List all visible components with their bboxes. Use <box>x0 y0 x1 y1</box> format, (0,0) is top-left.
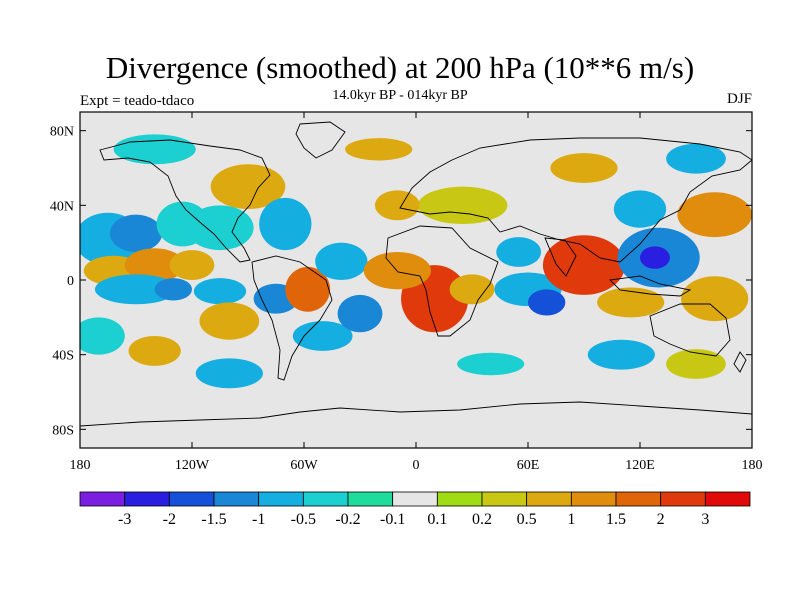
lon-tick-label: 180 <box>742 458 763 473</box>
coastline-antarctica <box>80 401 752 427</box>
lon-tick-label: 120E <box>625 458 655 473</box>
lat-tick-label: 80S <box>52 423 74 438</box>
colorbar-label: 1.5 <box>606 511 626 528</box>
colorbar-label: 0.5 <box>517 511 537 528</box>
colorbar-swatch <box>704 491 751 507</box>
divergence-cell <box>259 197 312 251</box>
coastline-south-america <box>251 255 333 381</box>
colorbar-label: 1 <box>567 511 575 528</box>
colorbar-swatch <box>79 491 126 507</box>
lat-tick-label: 40S <box>52 349 74 364</box>
colorbar-swatch <box>258 491 304 507</box>
divergence-cell <box>169 250 215 280</box>
divergence-cell <box>677 192 752 238</box>
divergence-cell <box>285 266 331 312</box>
divergence-cell <box>124 248 185 282</box>
lat-tick-label: 0 <box>67 274 74 289</box>
divergence-field <box>80 134 752 389</box>
coastline-africa <box>385 225 499 337</box>
lat-tick-label: 40N <box>50 199 74 214</box>
colorbar-label: -0.2 <box>335 511 360 528</box>
colorbar-label: -0.1 <box>380 511 405 528</box>
divergence-cell <box>292 321 353 351</box>
colorbar-swatch <box>302 491 349 507</box>
coastline-greenland <box>295 121 346 159</box>
colorbar-swatch <box>660 491 706 507</box>
divergence-cell <box>613 190 667 228</box>
divergence-cell <box>417 186 508 224</box>
lon-tick-label: 60W <box>290 458 318 473</box>
map-title: Divergence (smoothed) at 200 hPa (10**6 … <box>105 50 695 85</box>
divergence-cell <box>199 302 260 340</box>
lon-tick-label: 180 <box>70 458 91 473</box>
divergence-cell <box>449 274 495 305</box>
divergence-cell <box>337 294 383 333</box>
colorbar-swatch <box>347 491 394 507</box>
colorbar: -3 -2 -1.5 -1 -0.5 -0.2 -0.1 0.1 0.2 0.5 1 1.5 2 3 <box>79 491 751 528</box>
coastline-india <box>544 237 577 277</box>
divergence-cell <box>94 274 178 305</box>
map-axes: 80N 40N 0 40S 80S 180 120W 60W 0 60E 120E 180 <box>50 112 763 473</box>
coastlines <box>80 121 752 427</box>
divergence-cell <box>345 138 413 161</box>
divergence-cell <box>542 235 626 295</box>
colorbar-label: -0.5 <box>291 511 316 528</box>
colorbar-label: -1.5 <box>201 511 226 528</box>
season-label: DJF <box>726 91 752 107</box>
colorbar-swatch <box>436 491 483 507</box>
colorbar-label: 3 <box>701 511 709 528</box>
coastline-new-zealand <box>733 351 747 373</box>
divergence-cell <box>528 289 566 316</box>
divergence-cell <box>113 134 196 165</box>
period-label: 14.0kyr BP - 014kyr BP <box>332 88 468 103</box>
coastline-indonesia <box>609 275 692 297</box>
colorbar-swatch <box>392 491 438 507</box>
colorbar-swatch <box>526 491 572 507</box>
divergence-cell <box>496 237 542 267</box>
divergence-cell <box>374 190 420 221</box>
colorbar-label: 2 <box>657 511 665 528</box>
divergence-cell <box>457 352 525 376</box>
divergence-cell <box>154 278 192 301</box>
divergence-cell <box>315 242 368 280</box>
colorbar-swatch <box>481 491 528 507</box>
colorbar-swatch <box>615 491 662 507</box>
divergence-cell <box>109 214 163 252</box>
divergence-cell <box>666 349 726 379</box>
divergence-cell <box>128 336 181 366</box>
divergence-cell <box>193 278 247 305</box>
lon-tick-label: 60E <box>517 458 540 473</box>
divergence-cell <box>681 276 749 322</box>
colorbar-swatch <box>213 491 260 507</box>
colorbar-swatch <box>570 491 617 507</box>
lat-tick-label: 80N <box>50 125 74 140</box>
divergence-cell <box>80 317 125 355</box>
divergence-cell <box>587 339 655 370</box>
colorbar-swatch <box>168 491 215 507</box>
colorbar-label: -2 <box>163 511 176 528</box>
colorbar-swatch <box>124 491 170 507</box>
coastline-australia <box>649 303 731 357</box>
colorbar-label: 0.2 <box>472 511 492 528</box>
divergence-cell <box>666 143 726 174</box>
divergence-cell <box>550 153 618 183</box>
colorbar-label: -3 <box>118 511 131 528</box>
divergence-cell <box>640 246 670 269</box>
colorbar-label: 0.1 <box>427 511 447 528</box>
divergence-cell <box>597 287 665 318</box>
lon-tick-label: 0 <box>413 458 420 473</box>
coastline-north-america <box>99 139 271 263</box>
divergence-cell <box>210 164 286 210</box>
lon-tick-label: 120W <box>175 458 210 473</box>
divergence-cell <box>195 358 263 389</box>
experiment-label: Expt = teado-tdaco <box>80 93 195 109</box>
colorbar-label: -1 <box>252 511 265 528</box>
coastline-eurasia <box>399 137 752 263</box>
